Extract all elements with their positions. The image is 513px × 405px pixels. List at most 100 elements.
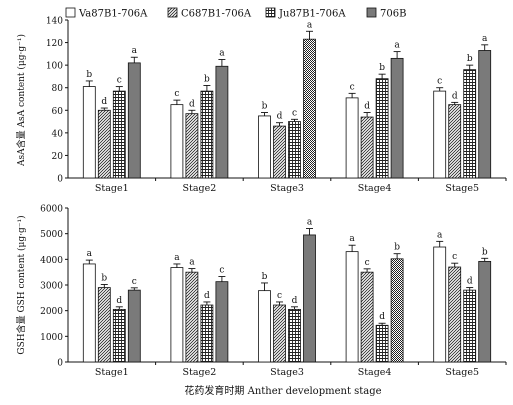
bar xyxy=(273,304,286,363)
bar xyxy=(375,324,389,363)
bar xyxy=(433,90,447,179)
significance-letter: a xyxy=(307,218,313,228)
significance-letter: d xyxy=(116,296,122,306)
bar xyxy=(448,104,462,179)
significance-letter: a xyxy=(349,234,355,244)
significance-letter: a xyxy=(394,41,400,51)
bar xyxy=(215,281,229,363)
significance-letter: c xyxy=(452,252,457,262)
significance-letter: b xyxy=(86,70,92,80)
legend-label: 706B xyxy=(380,9,406,20)
x-tick-label: Stage2 xyxy=(183,183,217,194)
significance-letter: d xyxy=(101,97,107,107)
x-tick-label: Stage3 xyxy=(270,367,304,378)
bar xyxy=(97,287,111,363)
significance-letter: a xyxy=(174,253,180,263)
y-tick-label: 0 xyxy=(57,359,63,369)
significance-letter: a xyxy=(132,46,138,56)
bar xyxy=(170,267,184,363)
y-tick-label: 3000 xyxy=(40,282,63,292)
significance-letter: d xyxy=(379,312,385,322)
bar xyxy=(200,90,214,179)
bar xyxy=(478,50,492,179)
legend-swatch xyxy=(265,7,276,18)
significance-letter: c xyxy=(277,291,282,301)
y-tick-label: 4000 xyxy=(40,256,63,266)
significance-letter: d xyxy=(277,112,283,122)
bar xyxy=(303,234,316,363)
x-tick-label: Stage4 xyxy=(358,367,392,378)
legend-label: Va87B1-706A xyxy=(78,9,148,20)
bar xyxy=(433,246,447,363)
legend-item: C687B1-706A xyxy=(167,7,252,20)
significance-letter: a xyxy=(189,258,195,268)
x-tick-label: Stage3 xyxy=(270,183,304,194)
x-tick-label: Stage4 xyxy=(358,183,392,194)
bar xyxy=(390,258,404,363)
y-tick-label: 5000 xyxy=(40,230,63,240)
bar xyxy=(360,116,374,179)
y-tick-label: 120 xyxy=(46,39,63,49)
significance-letter: b xyxy=(204,74,210,84)
significance-letter: d xyxy=(364,102,370,112)
x-tick-label: Stage1 xyxy=(95,367,129,378)
significance-letter: c xyxy=(437,77,442,87)
bar xyxy=(478,260,492,363)
y-axis-label: AsA含量 AsA content (μg·g⁻¹) xyxy=(15,34,27,167)
significance-letter: d xyxy=(467,277,473,287)
significance-letter: b xyxy=(467,54,473,64)
y-tick-label: 100 xyxy=(46,62,63,72)
y-tick-label: 80 xyxy=(52,84,64,94)
legend-item: 706B xyxy=(366,7,406,20)
bar xyxy=(112,308,126,363)
significance-letter: b xyxy=(101,273,107,283)
gsh-chart: 0 1000 2000 3000 4000 5000 6000 GSH含量 GSH conte… xyxy=(15,205,507,378)
bar xyxy=(97,109,111,179)
significance-letter: c xyxy=(219,266,224,276)
significance-letter: c xyxy=(292,108,297,118)
significance-letter: c xyxy=(365,258,370,268)
bar xyxy=(112,90,126,179)
bar xyxy=(258,290,271,363)
y-tick-label: 2000 xyxy=(40,307,63,317)
bar xyxy=(360,271,374,363)
y-tick-label: 140 xyxy=(46,17,63,27)
legend-swatch xyxy=(366,7,377,18)
significance-letter: c xyxy=(132,277,137,287)
bar xyxy=(185,271,199,363)
legend-label: Ju87B1-706A xyxy=(278,9,346,20)
y-tick-label: 20 xyxy=(52,152,64,162)
significance-letter: a xyxy=(307,20,313,30)
y-axis-label: GSH含量 GSH content (μg·g⁻¹) xyxy=(15,215,27,354)
bar xyxy=(273,125,286,179)
bar xyxy=(303,38,316,179)
bar xyxy=(200,304,214,363)
bar xyxy=(215,65,229,179)
legend-item: Ju87B1-706A xyxy=(265,7,346,20)
bar xyxy=(463,69,477,179)
bar xyxy=(288,121,301,179)
asa-chart: 0 20 40 60 80 100 120 140 AsA含量 AsA content (μg·… xyxy=(15,17,507,194)
legend-swatch xyxy=(167,7,178,18)
legend-swatch xyxy=(65,7,76,18)
significance-letter: c xyxy=(174,89,179,99)
bar xyxy=(258,115,271,179)
significance-letter: a xyxy=(87,249,93,259)
bar xyxy=(345,97,359,179)
significance-letter: a xyxy=(219,49,225,59)
significance-letter: b xyxy=(262,272,268,282)
significance-letter: c xyxy=(117,76,122,86)
bar xyxy=(448,266,462,363)
x-tick-label: Stage1 xyxy=(95,183,129,194)
bar xyxy=(82,86,96,179)
significance-letter: d xyxy=(189,99,195,109)
bar xyxy=(345,251,359,363)
significance-letter: d xyxy=(204,291,210,301)
x-axis-label: 花药发育时期 Anther development stage xyxy=(184,384,381,397)
significance-letter: a xyxy=(437,230,443,240)
significance-letter: a xyxy=(482,34,488,44)
significance-letter: b xyxy=(379,63,385,73)
x-tick-label: Stage5 xyxy=(445,367,479,378)
significance-letter: b xyxy=(262,102,268,112)
